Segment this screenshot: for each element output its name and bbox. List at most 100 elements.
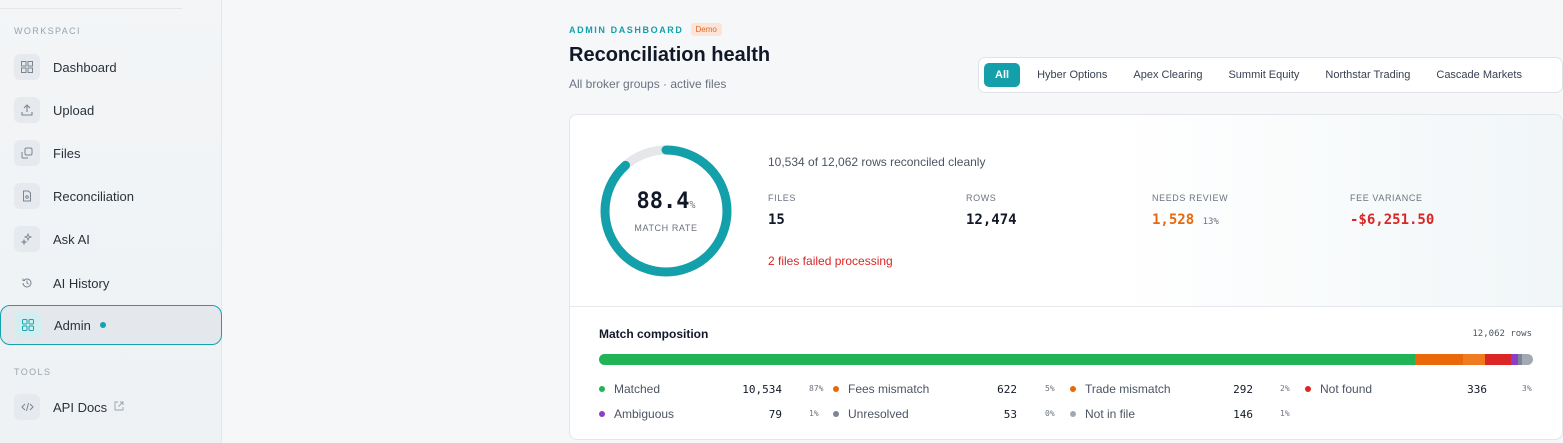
legend-swatch [833,411,839,417]
legend-count: 622 [997,383,1017,396]
page-subtitle: All broker groups · active files [569,77,727,91]
match-rate-label: MATCH RATE [634,223,698,233]
sidebar-item-files[interactable]: Files [0,133,222,173]
composition-segment-unresolved [1517,354,1522,365]
health-card: 88.4% MATCH RATE 10,534 of 12,062 rows r… [569,114,1563,440]
needs-review-metric-label: NEEDS REVIEW [1152,193,1229,203]
sidebar-divider [0,8,182,9]
filter-summit-equity[interactable]: Summit Equity [1228,69,1300,81]
sidebar-item-label: Dashboard [53,59,117,75]
health-summary-panel: 88.4% MATCH RATE 10,534 of 12,062 rows r… [570,115,1562,307]
broker-filter-tabs: All Hyber Options Apex Clearing Summit E… [978,57,1563,93]
composition-title: Match composition [599,327,709,341]
sidebar-item-label: Admin [54,317,91,333]
sidebar-item-admin[interactable]: Admin [0,305,222,345]
sparkles-icon [14,226,40,252]
sidebar-item-api-docs[interactable]: API Docs [0,387,222,427]
legend-percent: 1% [809,409,819,418]
rows-metric-value: 12,474 [966,212,1017,228]
legend-swatch [1070,411,1076,417]
match-rate-ring-progress [600,145,732,277]
legend-item-ambiguous: Ambiguous [599,406,674,422]
history-icon [14,270,40,296]
composition-legend-row: Ambiguous 79 1% Unresolved 53 0% Not in file 14… [599,406,1533,422]
sidebar-item-label: Reconciliation [53,188,134,204]
document-icon [14,183,40,209]
sidebar-item-reconciliation[interactable]: Reconciliation [0,176,222,216]
legend-count: 79 [768,408,782,421]
composition-total: 12,062 rows [1472,329,1532,339]
legend-count: 10,534 [742,383,782,396]
needs-review-metric-value: 1,528 13% [1152,212,1219,228]
legend-label: Unresolved [848,407,909,421]
legend-swatch [1305,386,1311,392]
active-indicator-dot [99,322,106,328]
reconciled-summary: 10,534 of 12,062 rows reconciled cleanly [768,155,986,169]
legend-percent: 5% [1045,384,1055,393]
match-rate-unit: % [689,200,696,211]
files-metric-label: FILES [768,193,797,203]
legend-item-unresolved: Unresolved [833,406,909,422]
sidebar-item-label: Ask AI [53,231,90,247]
composition-segment-trade-mismatch [1462,354,1486,365]
failed-files-alert[interactable]: 2 files failed processing [768,254,893,268]
legend-percent: 3% [1522,384,1532,393]
legend-swatch [1070,386,1076,392]
fee-variance-metric-value: -$6,251.50 [1350,212,1435,228]
legend-label: Trade mismatch [1085,382,1171,396]
legend-item-not-found: Not found [1305,381,1372,397]
composition-segment-matched [599,354,1415,365]
sidebar-item-ask-ai[interactable]: Ask AI [0,219,222,259]
upload-icon [14,97,40,123]
legend-percent: 87% [809,384,824,393]
page-title: Reconciliation health [569,44,771,66]
legend-item-not-in-file: Not in file [1070,406,1135,422]
composition-bar [599,354,1533,365]
filter-all[interactable]: All [984,63,1021,87]
legend-label: Ambiguous [614,407,675,421]
code-icon [14,394,40,420]
needs-review-percent: 13% [1202,217,1219,227]
legend-swatch [833,386,839,392]
filter-apex-clearing[interactable]: Apex Clearing [1133,69,1203,81]
workspace-section-label: WORKSPACI [14,26,81,36]
sidebar-item-label: Upload [53,102,95,118]
legend-count: 146 [1233,408,1253,421]
composition-segment-ambiguous [1511,354,1518,365]
filter-northstar-trading[interactable]: Northstar Trading [1325,69,1411,81]
external-link-icon [114,401,124,414]
legend-swatch [599,411,605,417]
filter-cascade-markets[interactable]: Cascade Markets [1436,69,1522,81]
grid-icon [14,54,40,80]
composition-segment-fees-mismatch [1414,354,1463,365]
sidebar-item-dashboard[interactable]: Dashboard [0,47,222,87]
sidebar-item-label: API Docs [53,399,108,415]
legend-count: 292 [1233,383,1253,396]
eyebrow-label: ADMIN DASHBOARD [569,24,684,35]
legend-label: Not in file [1085,407,1136,421]
filter-hyber-options[interactable]: Hyber Options [1037,69,1108,81]
sidebar: WORKSPACI Dashboard Upload Files Reconci… [0,0,222,443]
sidebar-item-label: AI History [53,275,110,291]
legend-item-fees-mismatch: Fees mismatch [833,381,929,397]
legend-swatch [599,386,605,392]
legend-label: Matched [614,382,661,396]
fee-variance-metric-label: FEE VARIANCE [1350,193,1423,203]
admin-grid-icon [15,312,41,338]
composition-segment-not-in-file [1521,354,1533,365]
match-rate-value: 88.4% [636,189,696,214]
files-icon [14,140,40,166]
match-rate-ring [600,145,732,277]
tools-section-label: TOOLS [14,367,52,377]
composition-segment-not-found [1485,354,1512,365]
demo-badge: Demo [690,23,722,36]
sidebar-item-ai-history[interactable]: AI History [0,263,222,303]
legend-label: Fees mismatch [848,382,930,396]
legend-label: Not found [1320,382,1373,396]
sidebar-item-upload[interactable]: Upload [0,90,222,130]
composition-legend-row: Matched 10,534 87% Fees mismatch 622 5% Trade … [599,381,1533,397]
page-eyebrow: ADMIN DASHBOARD Demo [569,23,722,36]
legend-item-matched: Matched [599,381,660,397]
files-metric-value: 15 [768,212,785,228]
sidebar-item-label: Files [53,145,81,161]
